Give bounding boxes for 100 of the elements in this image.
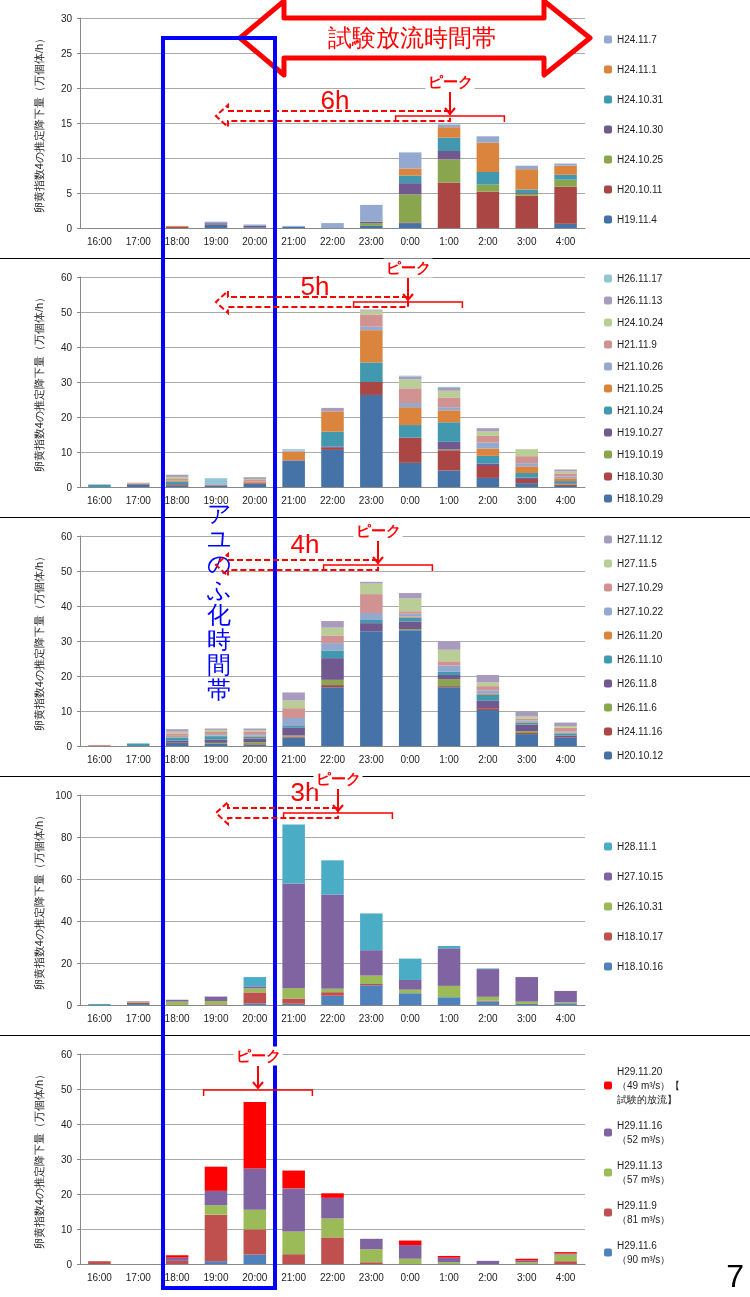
y-tick-label: 20	[60, 82, 73, 94]
y-tick-label: 60	[60, 530, 73, 542]
legend-label: H26.11.8	[617, 678, 658, 689]
legend-label: H27.11.12	[617, 534, 663, 545]
x-tick-label: 0:00	[400, 1271, 421, 1283]
x-tick-label: 19:00	[203, 235, 229, 247]
x-tick-label: 17:00	[125, 494, 152, 506]
x-tick-label: 2:00	[478, 494, 499, 506]
x-tick-label: 2:00	[478, 1012, 499, 1024]
x-tick-label: 1:00	[439, 494, 460, 506]
x-tick-label: 17:00	[125, 1012, 152, 1024]
x-tick-label: 21:00	[281, 1271, 307, 1283]
legend-label: H27.10.29	[617, 582, 664, 593]
legend-label: H20.10.12	[617, 750, 664, 761]
legend-label: H29.11.13 （57 m³/s）	[617, 1160, 671, 1185]
y-tick-label: 0	[66, 1258, 73, 1270]
legend-label: H21.11.9	[617, 339, 658, 350]
y-tick-label: 30	[60, 635, 73, 647]
text: ピーク	[383, 258, 433, 278]
legend-label: H18.10.29	[617, 493, 664, 504]
y-tick-label: 50	[60, 306, 73, 318]
x-tick-label: 21:00	[281, 753, 307, 765]
y-tick-label: 40	[60, 915, 73, 927]
y-tick-label: 0	[66, 222, 73, 234]
legend-label: H19.11.4	[617, 214, 658, 225]
x-tick-label: 2:00	[478, 1271, 499, 1283]
x-tick-label: 20:00	[242, 235, 268, 247]
x-tick-label: 22:00	[319, 235, 346, 247]
legend-label: H26.10.31	[617, 901, 664, 912]
x-tick-label: 2:00	[478, 235, 499, 247]
legend-label: H18.10.17	[617, 931, 664, 942]
x-tick-label: 4:00	[555, 1012, 576, 1024]
annotation: ピーク	[353, 521, 403, 541]
legend-label: H26.11.10	[617, 654, 663, 665]
legend-label: H24.10.30	[617, 124, 664, 135]
x-tick-label: 18:00	[164, 235, 191, 247]
legend-label: H29.11.6 （90 m³/s）	[617, 1240, 671, 1265]
legend-label: H27.11.5	[617, 558, 658, 569]
y-tick-label: 40	[60, 600, 73, 612]
x-tick-label: 1:00	[439, 1012, 460, 1024]
y-tick-label: 30	[60, 376, 73, 388]
y-tick-label: 60	[60, 873, 73, 885]
x-tick-label: 4:00	[555, 494, 576, 506]
legend-label: H26.11.17	[617, 273, 663, 284]
y-tick-label: 30	[60, 12, 73, 24]
legend-label: H26.11.20	[617, 630, 663, 641]
y-tick-label: 15	[60, 117, 73, 129]
x-tick-label: 0:00	[400, 753, 421, 765]
legend-label: H20.10.11	[617, 184, 663, 195]
x-tick-label: 1:00	[439, 235, 460, 247]
x-tick-label: 17:00	[125, 1271, 152, 1283]
y-tick-label: 60	[60, 271, 73, 283]
x-tick-label: 3:00	[517, 235, 537, 247]
y-tick-label: 20	[60, 1188, 73, 1200]
x-tick-label: 3:00	[517, 494, 537, 506]
x-tick-label: 20:00	[242, 494, 268, 506]
x-tick-label: 17:00	[125, 235, 152, 247]
y-axis-title: 卵黄指数4の推定降下量（万個体/h）	[32, 32, 45, 214]
legend-label: H29.11.16 （52 m³/s）	[617, 1120, 671, 1145]
x-tick-label: 18:00	[164, 1271, 191, 1283]
legend-label: H21.10.25	[617, 383, 664, 394]
legend-label: H18.10.16	[617, 961, 664, 972]
x-tick-label: 16:00	[86, 494, 113, 506]
annotation: ピーク	[233, 1046, 283, 1066]
legend-label: H21.10.26	[617, 361, 664, 372]
y-tick-label: 50	[60, 565, 73, 577]
x-tick-label: 22:00	[319, 1012, 346, 1024]
y-tick-label: 10	[60, 446, 73, 458]
legend-label: H19.10.27	[617, 427, 664, 438]
y-axis-title: 卵黄指数4の推定降下量（万個体/h）	[32, 291, 45, 473]
x-tick-label: 23:00	[358, 1012, 385, 1024]
legend-label: H24.10.31	[617, 94, 664, 105]
x-tick-label: 21:00	[281, 235, 307, 247]
x-tick-label: 3:00	[517, 1012, 537, 1024]
y-tick-label: 50	[60, 1083, 73, 1095]
y-tick-label: 100	[55, 789, 73, 801]
legend-label: H24.10.24	[617, 317, 664, 328]
y-tick-label: 60	[60, 1048, 73, 1060]
legend-label: H26.11.13	[617, 295, 663, 306]
x-tick-label: 19:00	[203, 753, 229, 765]
legend-label: H29.11.9 （81 m³/s）	[617, 1200, 671, 1225]
x-tick-label: 21:00	[281, 1012, 307, 1024]
x-tick-label: 1:00	[439, 753, 460, 765]
legend-label: H24.11.7	[617, 34, 658, 45]
x-tick-label: 3:00	[517, 753, 537, 765]
legend-label: H29.11.20 （49 m³/s）【試験的放流】	[617, 1066, 681, 1105]
x-tick-label: 4:00	[555, 1271, 576, 1283]
x-tick-label: 22:00	[319, 494, 346, 506]
y-tick-label: 20	[60, 957, 73, 969]
legend-label: H28.11.1	[617, 841, 658, 852]
y-tick-label: 10	[60, 152, 73, 164]
annotation: 5h	[300, 270, 330, 302]
y-tick-label: 5	[66, 187, 73, 199]
legend-label: H26.11.6	[617, 702, 658, 713]
y-tick-label: 10	[60, 1223, 73, 1235]
legend-label: H24.11.16	[617, 726, 663, 737]
y-tick-label: 20	[60, 670, 73, 682]
annotation: 4h	[290, 528, 320, 560]
y-tick-label: 10	[60, 705, 73, 717]
legend-label: H27.10.22	[617, 606, 664, 617]
